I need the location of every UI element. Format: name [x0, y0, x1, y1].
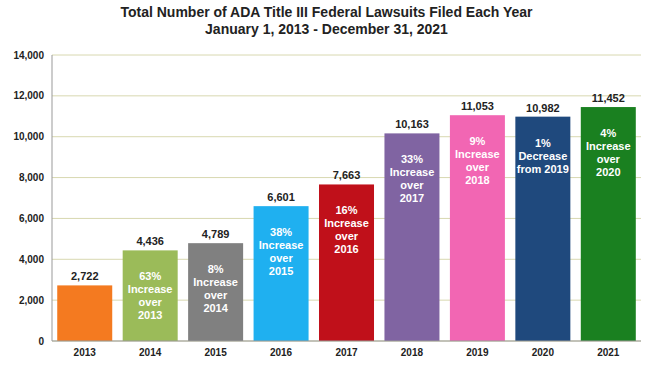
svg-text:2020: 2020	[596, 166, 620, 178]
svg-text:Increase: Increase	[193, 276, 238, 288]
svg-text:over: over	[400, 179, 424, 191]
svg-text:over: over	[597, 153, 621, 165]
svg-text:2014: 2014	[203, 302, 228, 314]
html-text:Total Number of ADA Title III: Total Number of ADA Title III Federal La…	[120, 4, 533, 20]
svg-text:4,000: 4,000	[19, 254, 44, 265]
svg-text:2015: 2015	[204, 347, 227, 358]
svg-text:63%: 63%	[139, 270, 161, 282]
svg-text:16%: 16%	[335, 204, 357, 216]
svg-text:6,000: 6,000	[19, 213, 44, 224]
svg-text:11,053: 11,053	[461, 100, 494, 112]
svg-text:8%: 8%	[208, 263, 224, 275]
svg-text:4%: 4%	[600, 127, 616, 139]
svg-text:2018: 2018	[465, 174, 489, 186]
svg-text:4,789: 4,789	[202, 228, 230, 240]
svg-text:6,601: 6,601	[267, 191, 295, 203]
svg-text:4,436: 4,436	[136, 235, 164, 247]
svg-text:Increase: Increase	[390, 166, 435, 178]
svg-text:14,000: 14,000	[13, 50, 44, 61]
svg-text:2017: 2017	[335, 347, 358, 358]
svg-text:over: over	[466, 161, 490, 173]
svg-text:2021: 2021	[597, 347, 620, 358]
svg-text:7,663: 7,663	[333, 169, 361, 181]
svg-text:2013: 2013	[138, 309, 162, 321]
svg-text:10,163: 10,163	[395, 118, 429, 130]
svg-text:Increase: Increase	[324, 217, 369, 229]
svg-text:11,452: 11,452	[592, 92, 625, 104]
html-text:January 1, 2013 - December 31,: January 1, 2013 - December 31, 2021	[205, 21, 448, 37]
svg-text:2018: 2018	[401, 347, 424, 358]
svg-text:2015: 2015	[269, 265, 293, 277]
svg-text:2016: 2016	[334, 243, 358, 255]
svg-text:Decrease: Decrease	[518, 150, 567, 162]
svg-text:33%: 33%	[401, 153, 423, 165]
svg-text:2013: 2013	[74, 347, 97, 358]
svg-text:2017: 2017	[400, 192, 424, 204]
svg-text:10,982: 10,982	[526, 102, 560, 114]
svg-text:Increase: Increase	[259, 239, 304, 251]
svg-text:9%: 9%	[469, 135, 485, 147]
svg-text:over: over	[269, 252, 293, 264]
svg-text:12,000: 12,000	[13, 90, 44, 101]
svg-text:2019: 2019	[466, 347, 489, 358]
svg-text:38%: 38%	[270, 226, 292, 238]
svg-text:Increase: Increase	[586, 140, 631, 152]
svg-text:10,000: 10,000	[13, 131, 44, 142]
svg-text:2014: 2014	[139, 347, 162, 358]
svg-text:0: 0	[38, 336, 44, 347]
svg-text:1%: 1%	[535, 137, 551, 149]
svg-text:over: over	[139, 296, 163, 308]
svg-text:8,000: 8,000	[19, 172, 44, 183]
svg-text:over: over	[204, 289, 228, 301]
svg-text:2,722: 2,722	[71, 270, 99, 282]
svg-text:Increase: Increase	[455, 148, 500, 160]
svg-text:over: over	[335, 230, 359, 242]
svg-text:Increase: Increase	[128, 283, 173, 295]
svg-text:2020: 2020	[532, 347, 555, 358]
svg-text:from 2019: from 2019	[517, 163, 569, 175]
svg-text:2,000: 2,000	[19, 295, 44, 306]
svg-text:2016: 2016	[270, 347, 293, 358]
